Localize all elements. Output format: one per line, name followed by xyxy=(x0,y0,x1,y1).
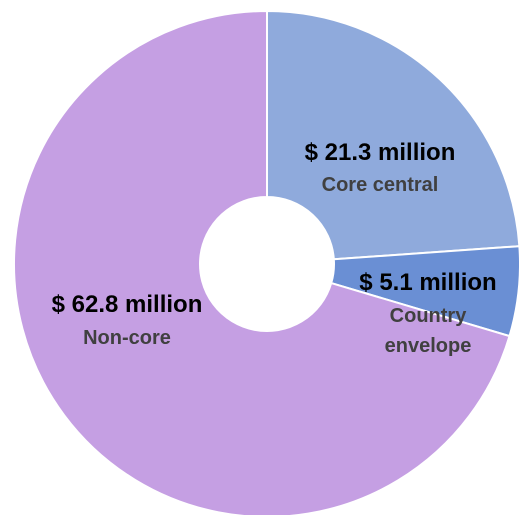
slice-non-core xyxy=(13,9,511,515)
labels-group: $ 21.3 million Core central $ 5.1 million C… xyxy=(52,139,497,357)
category-label: Core central xyxy=(322,174,439,196)
value-label: $ 62.8 million xyxy=(52,291,203,318)
category-label: Country xyxy=(390,305,468,327)
value-label: $ 21.3 million xyxy=(305,139,456,166)
category-label: envelope xyxy=(385,335,472,357)
category-label: Non-core xyxy=(83,327,171,349)
slices-group xyxy=(13,9,519,515)
slice-core-central xyxy=(266,9,519,261)
value-label: $ 5.1 million xyxy=(359,269,496,296)
